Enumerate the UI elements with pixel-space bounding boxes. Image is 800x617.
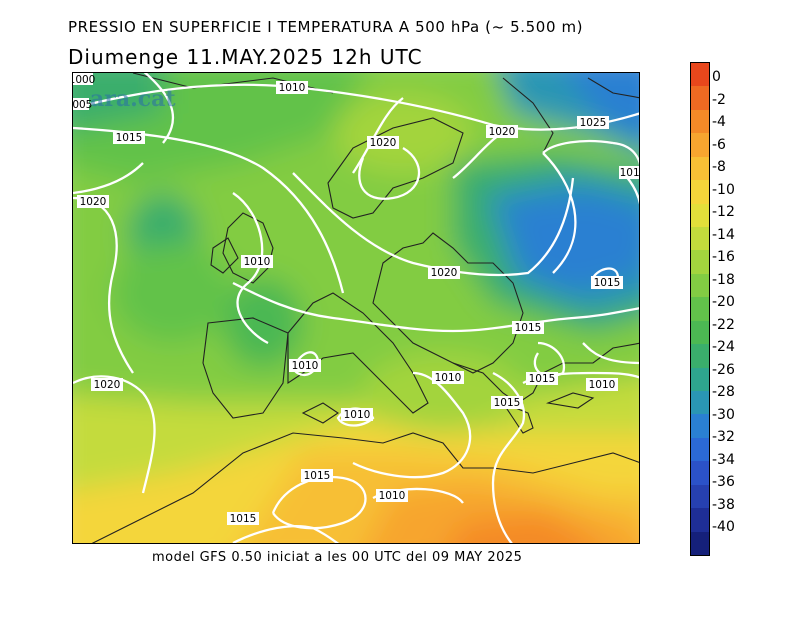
svg-text:1010: 1010 [589, 379, 616, 391]
color-scale-swatch [691, 63, 709, 87]
svg-text:1020: 1020 [80, 196, 107, 208]
color-scale-swatch [691, 86, 709, 111]
svg-text:1020: 1020 [431, 267, 458, 279]
color-scale-swatch [691, 508, 709, 533]
color-scale-swatch [691, 461, 709, 486]
color-scale-swatch [691, 344, 709, 369]
color-scale-swatch [691, 273, 709, 298]
color-scale-label: -38 [712, 496, 735, 513]
isobar-label: 1020 [91, 378, 123, 391]
svg-text:1010: 1010 [344, 409, 371, 421]
isobar-label: 1010 [241, 255, 273, 268]
color-scale-label: -40 [712, 519, 735, 535]
svg-text:1015: 1015 [304, 470, 331, 482]
svg-text:1015: 1015 [594, 277, 621, 289]
color-scale-label: -18 [712, 271, 735, 288]
isobar-labels: 1010 1015 1020 1025 1020 1020 1010 1020 … [73, 73, 640, 525]
color-scale-label: -30 [712, 406, 735, 423]
map-svg: 1010 1015 1020 1025 1020 1020 1010 1020 … [73, 73, 640, 543]
color-scale-swatch [691, 414, 709, 439]
color-scale-label: -2 [712, 91, 726, 108]
svg-text:1020: 1020 [370, 137, 397, 149]
color-scale-swatch [691, 227, 709, 251]
weather-map: 1010 1015 1020 1025 1020 1020 1010 1020 … [72, 72, 640, 544]
isobar-label: 1010 [432, 371, 464, 384]
svg-text:1005: 1005 [73, 99, 92, 111]
isobar-label: 1020 [428, 266, 460, 279]
isobar-label: 1015 [619, 166, 640, 179]
color-scale-label: -16 [712, 249, 735, 265]
isobar-label: 1015 [113, 131, 145, 144]
color-scale-swatch [691, 484, 709, 509]
isobar-label: 1005 [73, 98, 92, 111]
color-scale-label: -24 [712, 339, 735, 355]
svg-text:1000: 1000 [73, 74, 95, 86]
color-scale-label: 0 [712, 69, 721, 85]
svg-text:1015: 1015 [494, 397, 521, 409]
color-scale-swatch [691, 437, 709, 462]
isobar-label: 1015 [301, 469, 333, 482]
temperature-color-scale [690, 62, 710, 556]
watermark-logo: ara.cat [90, 86, 176, 112]
chart-title: PRESSIO EN SUPERFICIE I TEMPERATURA A 50… [68, 18, 584, 36]
svg-text:1015: 1015 [116, 132, 143, 144]
isobar-label: 1015 [512, 321, 544, 334]
svg-text:1010: 1010 [435, 372, 462, 384]
color-scale-label: -14 [712, 226, 735, 243]
svg-text:1010: 1010 [292, 360, 319, 372]
color-scale-label: -10 [712, 181, 735, 198]
svg-text:1015: 1015 [515, 322, 542, 334]
isobar-label: 1015 [526, 372, 558, 385]
svg-text:1010: 1010 [279, 82, 306, 94]
color-scale-swatch [691, 250, 709, 275]
color-scale-swatch [691, 180, 709, 205]
color-scale-label: -26 [712, 361, 735, 378]
isobar-label: 1020 [486, 125, 518, 138]
svg-text:1015: 1015 [529, 373, 556, 385]
isobar-label: 1010 [586, 378, 618, 391]
isobar-label: 1010 [376, 489, 408, 502]
color-scale-label: -32 [712, 429, 735, 445]
isobar-label: 1015 [227, 512, 259, 525]
svg-text:1020: 1020 [489, 126, 516, 138]
svg-text:1015: 1015 [620, 167, 640, 179]
color-scale-label: -20 [712, 294, 735, 310]
color-scale-swatch [691, 531, 709, 556]
color-scale-label: -22 [712, 316, 735, 333]
isobar-label: 1010 [341, 408, 373, 421]
color-scale-swatch [691, 156, 709, 181]
svg-text:1010: 1010 [244, 256, 271, 268]
isobar-label: 1020 [367, 136, 399, 149]
color-scale-swatch [691, 203, 709, 228]
svg-text:1015: 1015 [230, 513, 257, 525]
svg-text:1020: 1020 [94, 379, 121, 391]
color-scale-swatch [691, 391, 709, 415]
isobar-label: 1010 [289, 359, 321, 372]
isobar-label: 1010 [276, 81, 308, 94]
color-scale-label: -6 [712, 136, 726, 153]
color-scale-label: -28 [712, 384, 735, 400]
isobar-label: 1020 [77, 195, 109, 208]
color-scale-swatch [691, 297, 709, 322]
color-scale-swatch [691, 320, 709, 345]
color-scale-label: -36 [712, 474, 735, 490]
svg-text:1025: 1025 [580, 117, 607, 129]
isobar-label: 1015 [491, 396, 523, 409]
chart-date: Diumenge 11.MAY.2025 12h UTC [68, 45, 423, 69]
model-footer: model GFS 0.50 iniciat a les 00 UTC del … [152, 550, 523, 565]
color-scale-label: -12 [712, 204, 735, 220]
color-scale-label: -34 [712, 451, 735, 468]
color-scale-label: -8 [712, 159, 726, 175]
isobar-label: 1015 [591, 276, 623, 289]
color-scale-label: -4 [712, 114, 726, 130]
svg-text:1010: 1010 [379, 490, 406, 502]
color-scale-swatch [691, 133, 709, 158]
color-scale-swatch [691, 367, 709, 392]
color-scale-swatch [691, 109, 709, 134]
isobar-label: 1025 [577, 116, 609, 129]
isobar-label: 1000 [73, 73, 95, 86]
